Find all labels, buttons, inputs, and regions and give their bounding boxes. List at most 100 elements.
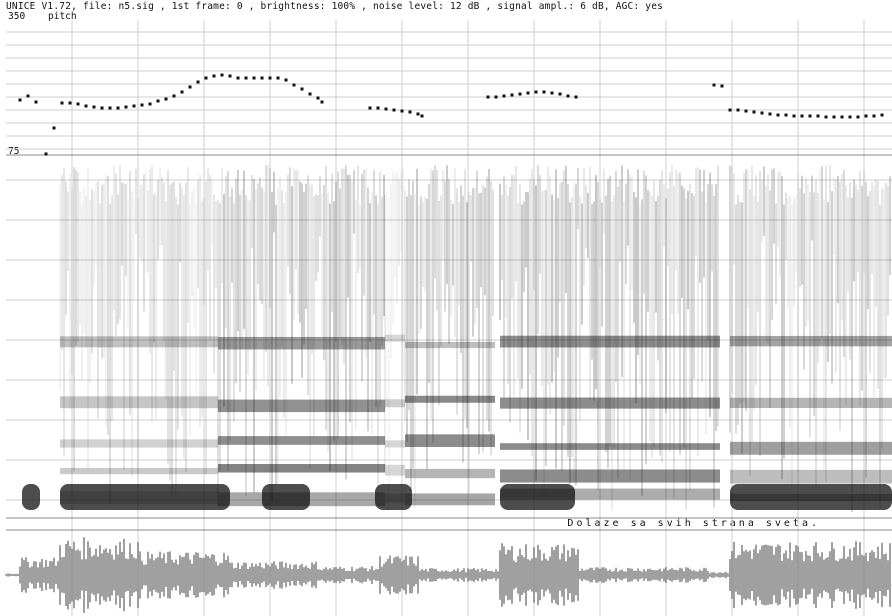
pitch-point — [416, 112, 420, 116]
pitch-point — [268, 76, 272, 80]
pitch-point — [510, 93, 514, 97]
pitch-point — [124, 105, 128, 109]
pitch-title: pitch — [48, 11, 77, 22]
voicing-bar — [262, 484, 310, 510]
voicing-bar — [375, 484, 412, 510]
formant-band — [405, 493, 495, 506]
formant-band — [218, 336, 385, 350]
pitch-point — [188, 85, 192, 89]
pitch-point — [320, 100, 324, 104]
pitch-point — [728, 108, 732, 112]
pitch-point — [68, 101, 72, 105]
pitch-point — [116, 106, 120, 110]
formant-band — [730, 335, 892, 347]
pitch-point — [180, 90, 184, 94]
pitch-point — [196, 80, 200, 84]
formant-band — [500, 488, 720, 500]
pitch-point — [92, 105, 96, 109]
formant-band — [218, 399, 385, 413]
formant-band — [500, 469, 720, 483]
pitch-point — [400, 109, 404, 113]
pitch-point — [760, 111, 764, 115]
pitch-point — [132, 104, 136, 108]
pitch-point — [220, 73, 224, 77]
pitch-point — [848, 115, 852, 119]
pitch-point — [486, 95, 490, 99]
formant-band — [730, 469, 892, 484]
voicing-bar — [22, 484, 40, 510]
spectrogram — [22, 165, 892, 512]
pitch-point — [316, 96, 320, 100]
pitch-point — [276, 76, 280, 80]
pitch-point — [292, 83, 296, 87]
pitch-point — [864, 114, 868, 118]
formant-band — [385, 334, 405, 342]
pitch-point — [252, 76, 256, 80]
pitch-point — [534, 90, 538, 94]
formant-band — [500, 397, 720, 409]
pitch-point — [100, 106, 104, 110]
voicing-bar — [730, 484, 892, 510]
formant-band — [405, 395, 495, 403]
pitch-point — [384, 107, 388, 111]
status-line: UNICE V1.72, file: n5.sig , 1st frame: 0… — [6, 1, 664, 12]
pitch-point — [392, 108, 396, 112]
pitch-point — [376, 106, 380, 110]
pitch-point — [260, 76, 264, 80]
formant-band — [730, 441, 892, 455]
pitch-point — [518, 92, 522, 96]
formant-band — [218, 436, 385, 445]
pitch-point — [236, 76, 240, 80]
formant-band — [405, 468, 495, 479]
pitch-point — [34, 100, 38, 104]
pitch-point — [574, 95, 578, 99]
formant-band — [385, 440, 405, 448]
pitch-point — [76, 102, 80, 106]
pitch-point — [26, 94, 30, 98]
voicing-bar — [500, 484, 575, 510]
pitch-point — [526, 91, 530, 95]
formant-band — [500, 443, 720, 450]
formant-band — [218, 464, 385, 473]
panel-borders — [6, 154, 892, 531]
grid-lines — [6, 20, 892, 616]
pitch-point — [156, 99, 160, 103]
pitch-point — [368, 106, 372, 110]
pitch-point — [172, 94, 176, 98]
pitch-point — [204, 76, 208, 80]
formant-band — [730, 397, 892, 409]
pitch-point — [18, 98, 22, 102]
pitch-point — [52, 126, 56, 130]
pitch-point — [494, 95, 498, 99]
pitch-point — [880, 113, 884, 117]
voicing-bar — [60, 484, 230, 510]
pitch-point — [872, 114, 876, 118]
pitch-point — [792, 114, 796, 118]
pitch-max-label: 350 — [8, 11, 26, 22]
pitch-point — [712, 83, 716, 87]
pitch-point — [752, 110, 756, 114]
pitch-point — [244, 76, 248, 80]
formant-band — [405, 434, 495, 448]
pitch-point — [60, 101, 64, 105]
pitch-point — [550, 91, 554, 95]
pitch-point — [420, 114, 424, 118]
transcript-caption: Dolaze sa svih strana sveta. — [567, 518, 820, 529]
pitch-min-label: 75 — [8, 146, 20, 157]
formant-band — [60, 336, 218, 348]
pitch-point — [300, 87, 304, 91]
pitch-point — [502, 94, 506, 98]
pitch-point — [84, 104, 88, 108]
pitch-point — [164, 97, 168, 101]
pitch-point — [800, 114, 804, 118]
formant-band — [60, 396, 218, 409]
pitch-point — [768, 112, 772, 116]
formant-band — [60, 467, 218, 475]
pitch-point — [44, 152, 48, 156]
pitch-point — [832, 115, 836, 119]
formant-band — [405, 341, 495, 349]
pitch-point — [408, 110, 412, 114]
formant-band — [385, 399, 405, 408]
pitch-point — [140, 103, 144, 107]
